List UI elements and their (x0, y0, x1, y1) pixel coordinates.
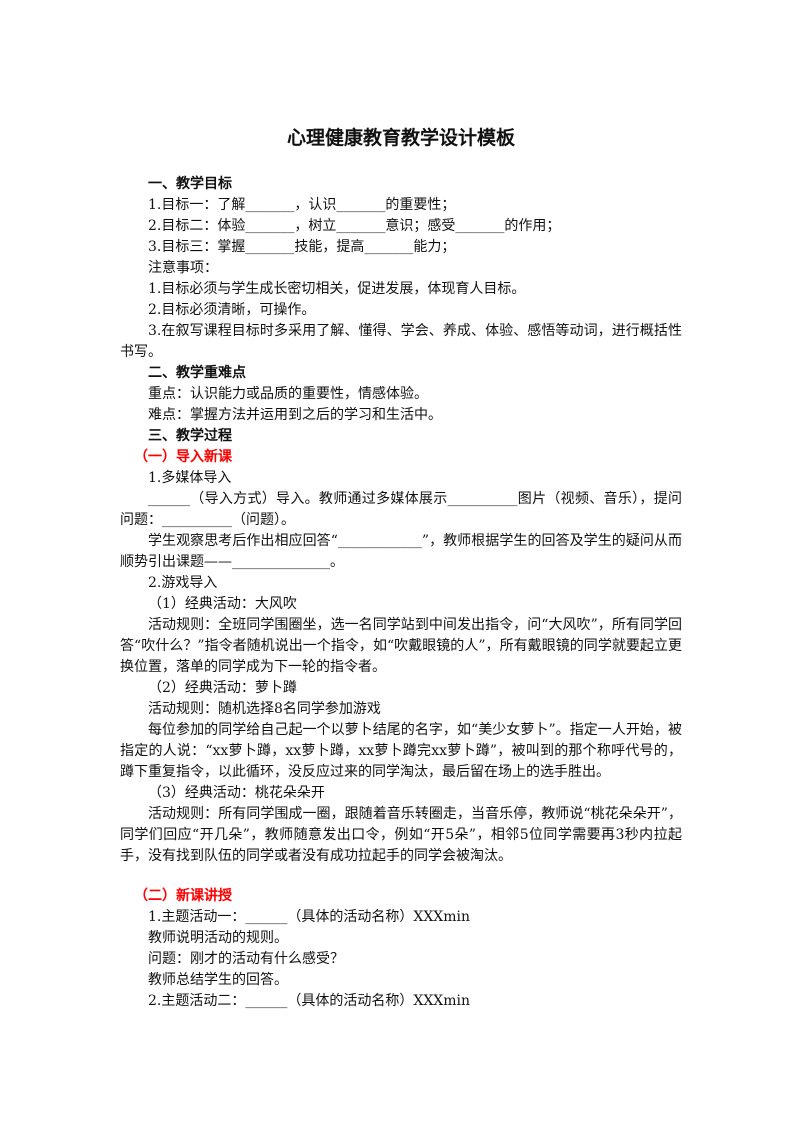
paragraph: 活动规则：所有同学围成一圈，跟随着音乐转圈走，当音乐停，教师说“桃花朵朵开”，同… (120, 806, 682, 864)
paragraph: 2.主题活动二：______（具体的活动名称）XXXmin (148, 993, 471, 1009)
document-body: 一、教学目标 1.目标一：了解_______，认识_______的重要性； 2.目标… (120, 174, 682, 1012)
subsection-heading: （一）导入新课 (134, 449, 232, 465)
section-heading: 二、教学重难点 (148, 365, 246, 381)
paragraph: 教师总结学生的回答。 (148, 972, 288, 988)
paragraph: （1）经典活动：大风吹 (148, 596, 297, 612)
paragraph: 1.目标一：了解_______，认识_______的重要性； (148, 197, 456, 213)
blank-line (120, 867, 682, 886)
paragraph: 每位参加的同学给自己起一个以萝卜结尾的名字，如“美少女萝卜”。指定一人开始，被指… (120, 722, 682, 780)
paragraph: ______（导入方式）导入。教师通过多媒体展示__________图片（视频、… (120, 491, 682, 528)
paragraph: 2.游戏导入 (148, 575, 218, 591)
paragraph: 活动规则：全班同学围圈坐，选一名同学站到中间发出指令，问“大风吹”，所有同学回答… (120, 617, 682, 675)
paragraph: 活动规则：随机选择8名同学参加游戏 (148, 701, 381, 717)
paragraph: 1.多媒体导入 (148, 470, 232, 486)
section-heading: 一、教学目标 (148, 176, 232, 192)
paragraph: 学生观察思考后作出相应回答“____________”，教师根据学生的回答及学生… (120, 533, 682, 570)
paragraph: 3.目标三：掌握_______技能，提高_______能力； (148, 239, 456, 255)
document-title: 心理健康教育教学设计模板 (286, 127, 515, 149)
paragraph: 注意事项： (148, 260, 218, 276)
paragraph: 教师说明活动的规则。 (148, 930, 288, 946)
paragraph: 3.在叙写课程目标时多采用了解、懂得、学会、养成、体验、感悟等动词，进行概括性书… (120, 323, 682, 360)
paragraph: （3）经典活动：桃花朵朵开 (148, 785, 325, 801)
paragraph: 2.目标二：体验_______，树立_______意识；感受_______的作用… (148, 218, 561, 234)
section-heading: 三、教学过程 (148, 428, 232, 444)
paragraph: 难点：掌握方法并运用到之后的学习和生活中。 (148, 407, 442, 423)
paragraph: （2）经典活动：萝卜蹲 (148, 680, 297, 696)
paragraph: 1.主题活动一：______（具体的活动名称）XXXmin (148, 909, 471, 925)
paragraph: 重点：认识能力或品质的重要性，情感体验。 (148, 386, 428, 402)
paragraph: 2.目标必须清晰，可操作。 (148, 302, 316, 318)
paragraph: 问题：刚才的活动有什么感受？ (148, 951, 344, 967)
document-page: 心理健康教育教学设计模板 一、教学目标 1.目标一：了解_______，认识___… (120, 124, 682, 1012)
paragraph: 1.目标必须与学生成长密切相关，促进发展，体现育人目标。 (148, 281, 526, 297)
subsection-heading: （二）新课讲授 (134, 888, 232, 904)
